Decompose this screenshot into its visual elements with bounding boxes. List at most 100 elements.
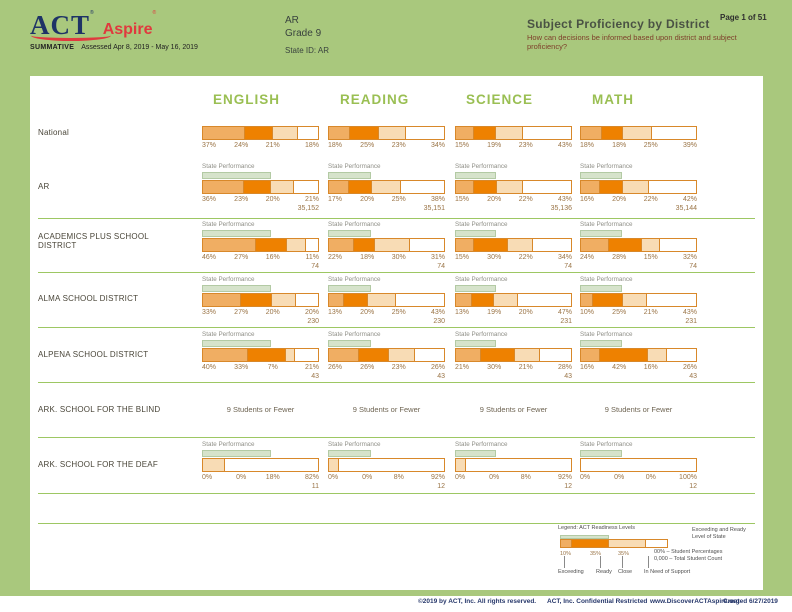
segment-percent-label: 40% <box>202 364 217 371</box>
segment-percent-label: 30% <box>487 254 502 261</box>
state-performance-band <box>328 285 371 292</box>
bar-segment-in-need-of-support <box>516 294 571 306</box>
state-performance-label: State Performance <box>202 441 255 448</box>
stacked-bar <box>202 180 319 194</box>
bar-segment-ready <box>244 127 273 139</box>
segment-percent-label: 26% <box>430 364 445 371</box>
segment-percentages: 40% 33% 7% 21% <box>202 364 319 371</box>
footer-confidential: ACT, Inc. Confidential Restricted <box>547 598 648 605</box>
bar-segment-in-need-of-support <box>395 294 444 306</box>
bar-segment-in-need-of-support <box>521 181 571 193</box>
state-performance-band <box>580 450 622 457</box>
segment-percent-label: 47% <box>557 309 572 316</box>
bar-segment-in-need-of-support <box>651 127 696 139</box>
bar-segment-close <box>374 239 409 251</box>
state-performance-label: State Performance <box>202 276 255 283</box>
bar-segment-ready <box>472 239 507 251</box>
bar-segment-ready <box>353 239 375 251</box>
student-count: 43 <box>311 373 319 380</box>
bar-segment-in-need-of-support <box>294 294 318 306</box>
segment-percent-label: 34% <box>430 142 445 149</box>
bar-segment-close <box>506 239 533 251</box>
stacked-bar <box>580 180 697 194</box>
segment-percent-label: 22% <box>518 196 533 203</box>
row-label: ARK. SCHOOL FOR THE DEAF <box>38 460 158 469</box>
segment-percent-label: 19% <box>487 309 502 316</box>
student-count: 12 <box>437 483 445 490</box>
page-subtitle: How can decisions be informed based upon… <box>527 33 737 51</box>
segment-percentages: 0% 0% 0% 100% <box>580 474 697 481</box>
bar-segment-close <box>621 294 647 306</box>
segment-percent-label: 92% <box>557 474 572 481</box>
segment-percentages: 22% 18% 30% 31% <box>328 254 445 261</box>
bar-segment-close <box>271 294 295 306</box>
bar-segment-ready <box>349 127 379 139</box>
segment-percent-label: 21% <box>643 309 658 316</box>
segment-percentages: 0% 0% 8% 92% <box>455 474 572 481</box>
segment-percentages: 18% 25% 23% 34% <box>328 142 445 149</box>
row-label: ARK. SCHOOL FOR THE BLIND <box>38 405 161 414</box>
state-performance-band <box>580 172 622 179</box>
bar-segment-in-need-of-support <box>532 239 571 251</box>
bar-segment-in-need-of-support <box>665 349 697 361</box>
bar-segment-ready <box>601 127 623 139</box>
bar-segment-in-need-of-support <box>646 294 696 306</box>
bar-segment-in-need-of-support <box>581 459 696 471</box>
segment-percent-label: 21% <box>455 364 470 371</box>
segment-percentages: 16% 20% 22% 42% <box>580 196 697 203</box>
bar-segment-exceeding <box>203 294 240 306</box>
bar-segment-close <box>496 181 522 193</box>
segment-percent-label: 13% <box>328 309 343 316</box>
segment-percent-label: 0% <box>328 474 339 481</box>
bar-segment-in-need-of-support <box>521 127 571 139</box>
segment-percent-label: 20% <box>487 196 502 203</box>
bar-segment-ready <box>243 181 271 193</box>
segment-percent-label: 20% <box>265 196 280 203</box>
student-count: 35,151 <box>423 205 445 212</box>
bar-segment-in-need-of-support <box>658 239 696 251</box>
state-performance-band <box>455 285 496 292</box>
bar-segment-close <box>622 127 652 139</box>
state-performance-label: State Performance <box>328 221 381 228</box>
segment-percent-label: 24% <box>580 254 595 261</box>
segment-percent-label: 38% <box>430 196 445 203</box>
row-divider <box>38 382 755 383</box>
suppressed-data-note: 9 Students or Fewer <box>479 405 548 414</box>
segment-percent-label: 0% <box>489 474 500 481</box>
segment-percentages: 36% 23% 20% 21% <box>202 196 319 203</box>
segment-percent-label: 18% <box>265 474 280 481</box>
segment-percent-label: 33% <box>234 364 249 371</box>
report-context: AR Grade 9 State ID: AR <box>285 14 329 57</box>
segment-percent-label: 100% <box>679 474 697 481</box>
program-line: SUMMATIVE Assessed Apr 8, 2019 - May 16,… <box>30 44 199 52</box>
student-count: 43 <box>437 373 445 380</box>
bar-segment-close <box>378 127 405 139</box>
state-performance-label: State Performance <box>580 441 633 448</box>
bar-segment-ready <box>247 349 285 361</box>
state-performance-band <box>580 340 622 347</box>
state-performance-label: State Performance <box>455 276 508 283</box>
row-label: National <box>38 128 69 137</box>
segment-percent-label: 92% <box>430 474 445 481</box>
stacked-bar <box>328 348 445 362</box>
legend-total-count-note: 0,000 – Total Student Count <box>654 556 723 562</box>
segment-percent-label: 15% <box>455 142 470 149</box>
segment-percentages: 18% 18% 25% 39% <box>580 142 697 149</box>
segment-percent-label: 26% <box>328 364 343 371</box>
stacked-bar <box>455 238 572 252</box>
segment-percent-label: 34% <box>557 254 572 261</box>
segment-percent-label: 22% <box>328 254 343 261</box>
segment-percent-label: 0% <box>645 474 656 481</box>
stacked-bar <box>202 458 319 472</box>
grade-label: Grade 9 <box>285 28 322 39</box>
state-performance-label: State Performance <box>328 276 381 283</box>
bar-segment-exceeding <box>203 349 248 361</box>
student-count: 231 <box>685 318 697 325</box>
segment-percent-label: 18% <box>360 254 375 261</box>
state-performance-label: State Performance <box>455 163 508 170</box>
segment-percent-label: 21% <box>304 364 319 371</box>
row-divider <box>38 272 755 273</box>
segment-percent-label: 36% <box>202 196 217 203</box>
legend-level-in-need: In Need of Support <box>644 569 691 575</box>
stacked-bar <box>328 180 445 194</box>
